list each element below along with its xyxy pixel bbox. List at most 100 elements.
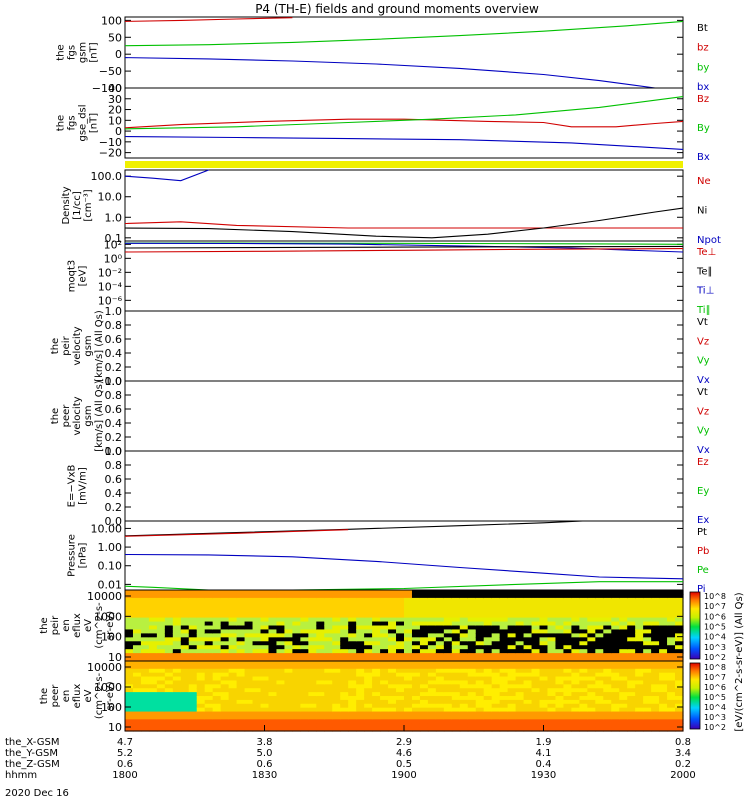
heatmap-cell xyxy=(132,680,142,685)
heatmap-cell xyxy=(411,621,421,627)
heatmap-cell xyxy=(220,664,230,670)
heatmap-cell xyxy=(204,688,214,693)
heatmap-cell xyxy=(204,593,214,599)
heatmap-cell xyxy=(204,629,214,634)
y-tick-label: 10000 xyxy=(87,661,122,674)
heatmap-cell xyxy=(563,601,572,607)
heatmap-cell xyxy=(292,617,301,623)
heatmap-cell xyxy=(300,625,309,631)
heatmap-cell xyxy=(555,625,565,631)
heatmap-cell xyxy=(539,703,549,709)
heatmap-cell xyxy=(435,672,445,678)
heatmap-cell xyxy=(659,637,668,642)
heatmap-cell xyxy=(356,629,365,634)
x-tick-label: 1830 xyxy=(252,770,277,781)
colorbar-tick-label: 10^6 xyxy=(704,612,726,621)
heatmap-cell xyxy=(459,661,469,666)
heatmap-cell xyxy=(204,609,214,615)
heatmap-cell xyxy=(491,719,501,724)
heatmap-cell xyxy=(308,629,317,634)
heatmap-cell xyxy=(539,641,549,646)
heatmap-cell xyxy=(523,590,533,595)
heatmap-cell xyxy=(587,684,596,689)
heatmap-cell xyxy=(451,613,461,619)
heatmap-cell xyxy=(547,727,557,732)
heatmap-cell xyxy=(659,649,668,654)
heatmap-cell xyxy=(228,593,238,599)
heatmap-cell xyxy=(523,719,533,724)
heatmap-cell xyxy=(531,597,541,603)
heatmap-cell xyxy=(196,653,206,658)
heatmap-cell xyxy=(531,715,541,720)
heatmap-cell xyxy=(316,633,325,638)
heatmap-cell xyxy=(228,711,238,717)
heatmap-cell xyxy=(132,692,142,697)
heatmap-cell xyxy=(172,657,182,662)
heatmap-cell xyxy=(523,711,533,717)
heatmap-cell xyxy=(547,625,557,631)
colorbar-tick-label: 10^8 xyxy=(704,663,726,672)
heatmap-cell xyxy=(388,657,397,662)
heatmap-cell xyxy=(300,684,309,689)
heatmap-cell xyxy=(611,593,620,599)
heatmap-cell xyxy=(260,696,270,701)
heatmap-cell xyxy=(292,605,301,611)
heatmap-cell xyxy=(388,715,397,720)
heatmap-cell xyxy=(164,664,174,670)
y-axis-label-line: the xyxy=(56,44,67,60)
heatmap-cell xyxy=(563,633,572,638)
heatmap-cell xyxy=(539,692,549,697)
legend-bx: bx xyxy=(697,82,709,93)
heatmap-cell xyxy=(499,601,509,607)
heatmap-cell xyxy=(451,653,461,658)
y-axis-label-line: en xyxy=(61,690,72,703)
heatmap-cell xyxy=(388,649,397,654)
heatmap-cell xyxy=(619,676,628,682)
heatmap-cell xyxy=(467,649,477,654)
heatmap-cell xyxy=(204,661,214,666)
heatmap-cell xyxy=(435,684,445,689)
heatmap-cell xyxy=(156,711,166,717)
heatmap-cell xyxy=(140,649,150,654)
heatmap-cell xyxy=(627,625,636,631)
heatmap-cell xyxy=(196,590,206,595)
heatmap-cell xyxy=(571,613,580,619)
heatmap-cell xyxy=(164,590,174,595)
heatmap-cell xyxy=(467,661,477,666)
heatmap-cell xyxy=(603,601,612,607)
heatmap-cell xyxy=(571,625,580,631)
heatmap-cell xyxy=(587,633,596,638)
heatmap-cell xyxy=(148,707,158,713)
heatmap-cell xyxy=(531,696,541,701)
heatmap-cell xyxy=(348,719,357,724)
heatmap-cell xyxy=(611,684,620,689)
heatmap-cell xyxy=(627,609,636,615)
heatmap-cell xyxy=(148,590,158,595)
heatmap-cell xyxy=(364,692,373,697)
heatmap-cell xyxy=(252,609,262,615)
heatmap-cell xyxy=(675,641,684,646)
heatmap-cell xyxy=(467,676,477,682)
heatmap-cell xyxy=(308,617,317,623)
heatmap-cell xyxy=(611,711,620,717)
heatmap-cell xyxy=(435,657,445,662)
heatmap-cell xyxy=(659,696,668,701)
heatmap-cell xyxy=(348,593,357,599)
y-axis-label-line: velocity xyxy=(72,396,83,435)
heatmap-cell xyxy=(443,672,453,678)
heatmap-cell xyxy=(132,653,142,658)
colorbar-tick-label: 10^6 xyxy=(704,683,726,692)
heatmap-cell xyxy=(563,715,572,720)
heatmap-cell xyxy=(164,609,174,615)
heatmap-cell xyxy=(451,664,461,670)
heatmap-cell xyxy=(164,629,174,634)
heatmap-cell xyxy=(523,684,533,689)
heatmap-cell xyxy=(204,696,214,701)
heatmap-cell xyxy=(125,621,134,627)
heatmap-cell xyxy=(148,617,158,623)
heatmap-cell xyxy=(507,672,517,678)
heatmap-cell xyxy=(627,613,636,619)
y-tick-label: 0.4 xyxy=(105,487,123,500)
heatmap-cell xyxy=(603,649,612,654)
heatmap-cell xyxy=(308,664,317,670)
